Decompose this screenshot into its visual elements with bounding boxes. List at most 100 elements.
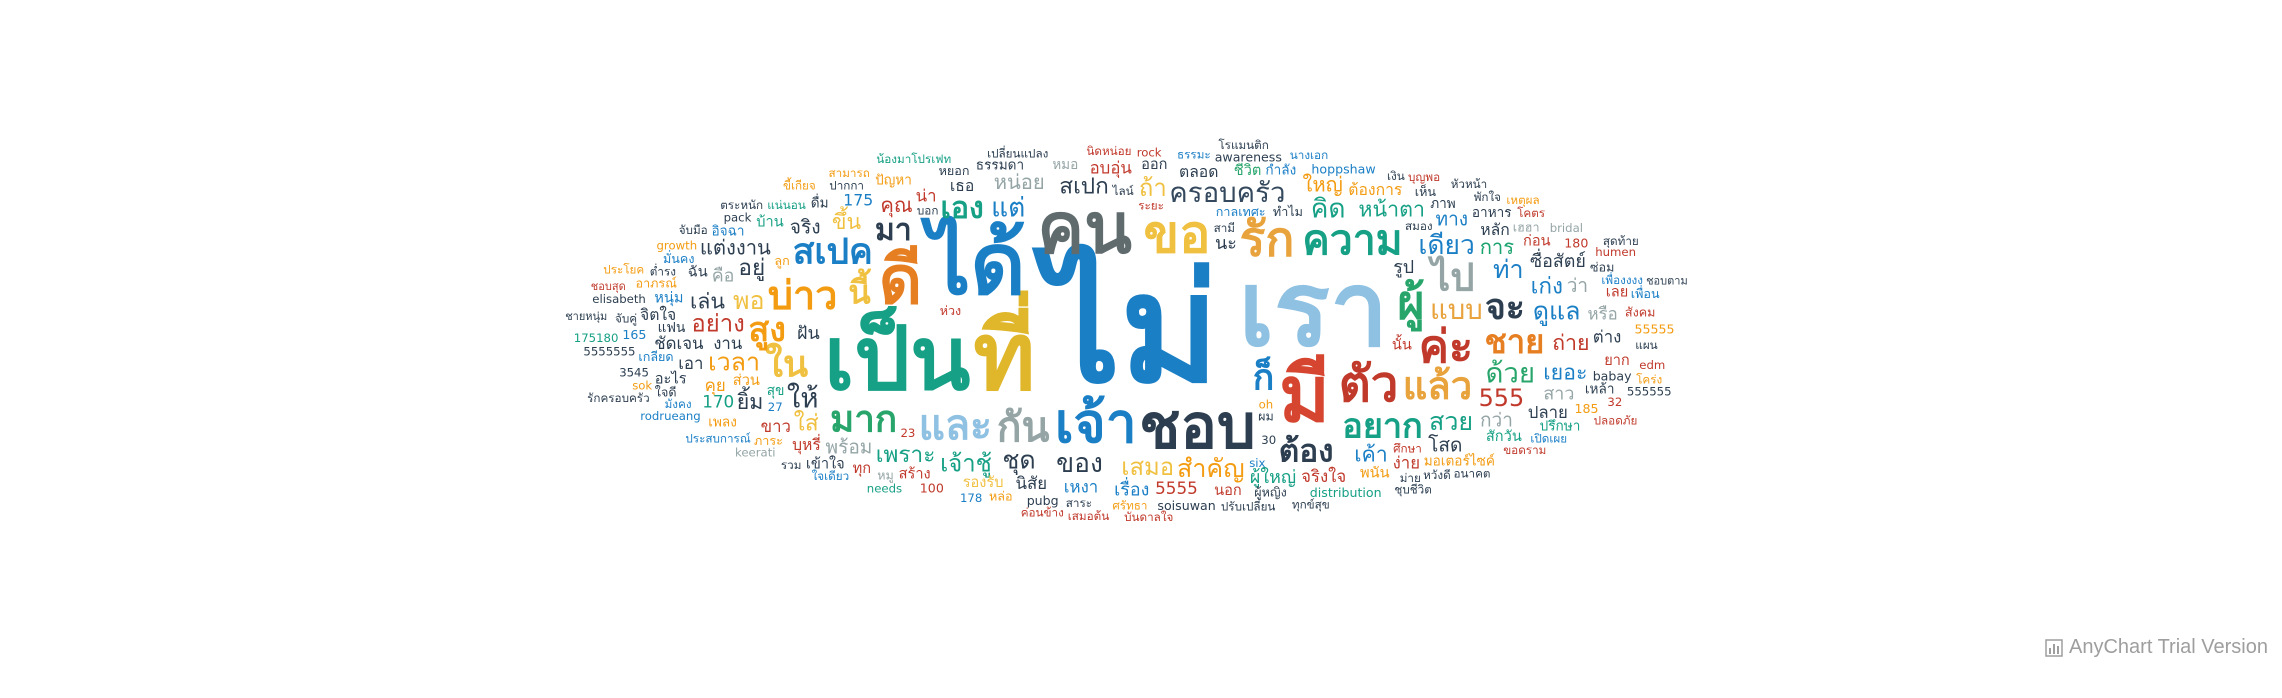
- cloud-word: ของ: [1056, 448, 1103, 479]
- cloud-word: มอเตอร์ไซค์: [1424, 452, 1495, 469]
- cloud-word: อยู่: [738, 255, 765, 281]
- cloud-word: ชายหนุ่ม: [565, 310, 607, 323]
- cloud-word: ชุด: [1002, 445, 1035, 475]
- cloud-word: pubg: [1027, 493, 1059, 508]
- cloud-word: ได้: [920, 216, 1026, 315]
- cloud-word: ปลอดภัย: [1594, 413, 1638, 427]
- cloud-word: เสมอต้น: [1068, 509, 1109, 523]
- cloud-word: ชอบตาม: [1646, 274, 1688, 287]
- cloud-word: ศรัทธา: [1112, 499, 1147, 513]
- cloud-word: ผม: [1258, 409, 1274, 424]
- cloud-word: เงิน: [1387, 169, 1405, 183]
- cloud-word: ห่วง: [940, 303, 962, 318]
- cloud-word: 5555: [1155, 478, 1198, 498]
- cloud-word: ต้องการ: [1348, 180, 1402, 199]
- cloud-word: น่า: [916, 186, 937, 206]
- cloud-word: ดื่ม: [811, 194, 829, 212]
- cloud-word: พร้อม: [826, 436, 873, 459]
- cloud-word: บันดาลใจ: [1124, 510, 1173, 524]
- cloud-word: เอง: [941, 191, 984, 226]
- cloud-word: เข้าใจ: [806, 454, 845, 472]
- cloud-word: ออก: [1141, 156, 1167, 173]
- cloud-word: หยอก: [939, 163, 970, 178]
- cloud-word: ชุบชีวิต: [1394, 482, 1431, 496]
- cloud-word: ค่อนข้าง: [1021, 506, 1064, 520]
- cloud-word: นี้: [848, 268, 871, 312]
- cloud-word: humen: [1595, 245, 1636, 259]
- cloud-word: ขอดราม: [1503, 443, 1546, 457]
- cloud-word: เหตุผล: [1506, 193, 1539, 207]
- cloud-word: sok: [632, 378, 652, 392]
- cloud-word: edm: [1639, 358, 1665, 372]
- cloud-word: ถ้า: [1139, 174, 1167, 202]
- cloud-word: สเปก: [1059, 173, 1109, 199]
- cloud-word: หัวหน้า: [1451, 177, 1488, 191]
- cloud-word: เจ้า: [1055, 391, 1137, 455]
- cloud-word: ด้วย: [1486, 356, 1536, 389]
- cloud-word: ต่าง: [1593, 326, 1622, 346]
- cloud-word: ความ: [1302, 216, 1402, 264]
- cloud-word: ก่อน: [1523, 233, 1551, 250]
- cloud-word: นะ: [1215, 233, 1237, 254]
- cloud-word: กาลเทศะ: [1216, 204, 1266, 219]
- cloud-word: ปรับเปลี่ยน: [1221, 499, 1276, 514]
- cloud-word: ขึ้น: [832, 206, 862, 235]
- cloud-word: จับมือ: [679, 223, 708, 237]
- cloud-word: babay: [1593, 369, 1632, 384]
- cloud-word: ตระหนัก: [720, 198, 763, 212]
- cloud-word: ปัญหา: [875, 173, 912, 189]
- cloud-word: โรแมนติก: [1218, 138, 1268, 152]
- cloud-word: ใน: [765, 343, 808, 386]
- cloud-word: กำลัง: [1265, 163, 1296, 179]
- cloud-word: elisabeth: [592, 292, 646, 306]
- cloud-word: คน: [1037, 188, 1132, 269]
- cloud-word: ระยะ: [1138, 199, 1164, 213]
- cloud-word: bridal: [1550, 221, 1583, 235]
- cloud-word: อิจฉา: [712, 223, 745, 239]
- cloud-word: พนัน: [1360, 464, 1390, 481]
- cloud-word: จริงใจ: [1301, 466, 1346, 486]
- cloud-word: ภาระ: [754, 433, 783, 448]
- cloud-word: 5555555: [583, 345, 635, 359]
- cloud-word: มาก: [830, 397, 897, 440]
- anychart-credits[interactable]: AnyChart Trial Version: [2045, 636, 2268, 659]
- cloud-word: สามารถ: [829, 166, 870, 180]
- cloud-word: กัน: [997, 403, 1050, 451]
- cloud-word: แล้ว: [1403, 365, 1472, 409]
- cloud-word: ขี้เกียจ: [783, 176, 816, 192]
- cloud-word: อะไร: [655, 370, 687, 388]
- cloud-word: ทาง: [1436, 208, 1469, 231]
- cloud-word: อนาคต: [1454, 466, 1491, 480]
- cloud-word: นางเอก: [1290, 148, 1328, 162]
- cloud-word: สุข: [767, 383, 785, 399]
- cloud-word: เห็น: [1415, 184, 1437, 199]
- cloud-word: นอก: [1214, 482, 1242, 499]
- cloud-word: คุย: [705, 375, 726, 396]
- cloud-word: 55555: [1635, 322, 1675, 337]
- cloud-word: เธอ: [950, 176, 974, 195]
- cloud-word: 165: [622, 327, 646, 342]
- cloud-word: 178: [960, 491, 982, 505]
- cloud-word: คิด: [1311, 193, 1346, 224]
- cloud-word: ทำไม: [1273, 204, 1303, 219]
- cloud-word: หวังดี: [1423, 468, 1451, 482]
- cloud-word: ผู้หญิง: [1254, 485, 1287, 501]
- cloud-word: จับคู่: [615, 311, 637, 326]
- cloud-word: ส่วน: [733, 372, 760, 389]
- cloud-word: ไม่: [1031, 243, 1219, 417]
- cloud-word: ปลาย: [1528, 402, 1568, 422]
- cloud-word: คือ: [712, 265, 735, 286]
- cloud-word: เดียว: [1418, 230, 1474, 261]
- cloud-word: อบอุ่น: [1090, 158, 1133, 179]
- cloud-word: keerati: [735, 446, 776, 460]
- cloud-word: มา: [875, 213, 912, 248]
- cloud-word: 100: [920, 481, 944, 496]
- cloud-word: ซ่อม: [1590, 260, 1614, 275]
- cloud-word: จิตใจ: [640, 305, 676, 324]
- cloud-word: ครอบครัว: [1169, 176, 1285, 209]
- cloud-word: การ: [1480, 235, 1515, 259]
- cloud-word: ปากกา: [829, 178, 864, 192]
- cloud-word: หรือ: [1588, 304, 1618, 324]
- cloud-word: ถ่าย: [1552, 331, 1590, 356]
- cloud-word: ชัดเจน: [654, 333, 704, 353]
